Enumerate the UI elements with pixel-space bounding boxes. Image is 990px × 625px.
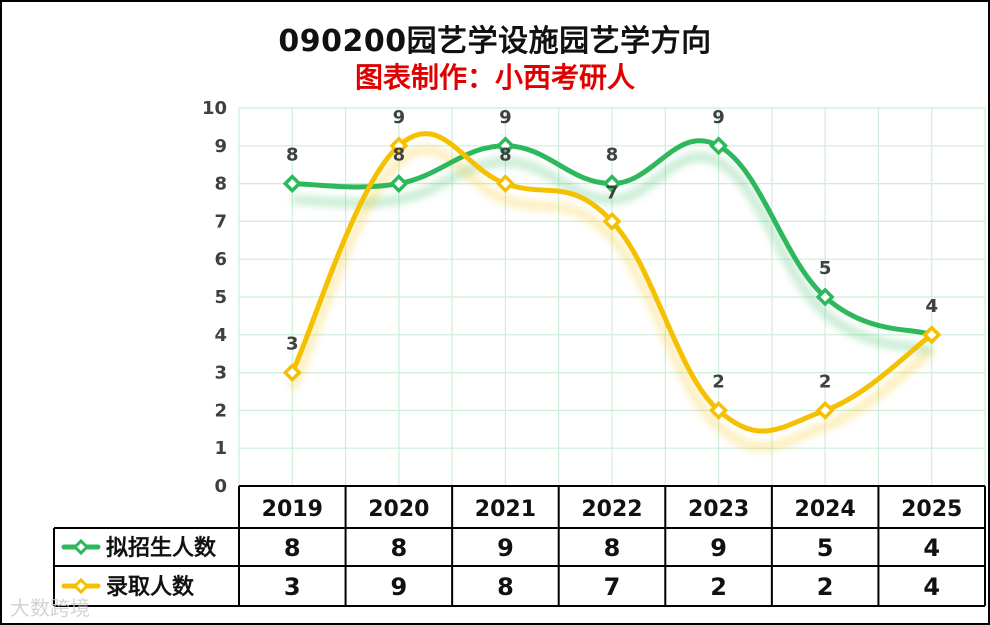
watermark: 大数跨境 <box>10 596 90 620</box>
y-tick-label: 8 <box>214 174 227 195</box>
chart-title: 090200园艺学设施园艺学方向 <box>278 24 712 59</box>
table-cell: 2 <box>817 573 834 601</box>
data-point <box>495 136 515 156</box>
table-cell: 4 <box>923 534 940 562</box>
table-cell: 8 <box>497 573 514 601</box>
chart-subtitle: 图表制作：小西考研人 <box>354 61 635 94</box>
data-point <box>495 174 515 194</box>
y-tick-label: 2 <box>214 400 227 421</box>
data-label: 8 <box>499 145 512 166</box>
data-point <box>282 174 302 194</box>
data-label: 4 <box>925 296 938 317</box>
y-tick-label: 3 <box>214 363 227 384</box>
y-tick-label: 1 <box>214 438 227 459</box>
table-cell: 9 <box>497 534 514 562</box>
data-point <box>389 136 409 156</box>
data-point <box>389 174 409 194</box>
y-tick-label: 7 <box>214 211 227 232</box>
y-axis: 0 1 2 3 4 5 6 7 8 9 10 <box>202 98 227 497</box>
series-markers <box>282 136 942 420</box>
table-cell: 2 <box>710 573 727 601</box>
data-point <box>602 174 622 194</box>
y-tick-label: 0 <box>214 476 227 497</box>
y-tick-label: 6 <box>214 249 227 270</box>
legend-marker-0 <box>72 538 90 556</box>
data-label: 9 <box>499 107 512 128</box>
data-point <box>815 287 835 307</box>
x-tick-label: 2020 <box>368 497 429 522</box>
x-tick-label: 2025 <box>901 497 962 522</box>
data-label: 3 <box>286 334 299 355</box>
data-point <box>815 400 835 420</box>
table-cell: 3 <box>284 573 301 601</box>
x-tick-label: 2021 <box>475 497 536 522</box>
data-label: 8 <box>393 145 406 166</box>
table-cell: 4 <box>923 573 940 601</box>
data-point <box>282 363 302 383</box>
data-label: 7 <box>606 182 619 203</box>
table-cell: 8 <box>284 534 301 562</box>
data-point <box>602 211 622 231</box>
legend-label-0: 拟招生人数 <box>106 535 217 561</box>
data-table: 2019 2020 2021 2022 2023 2024 2025 拟招生人数 8 8 9 8 9 5 4… <box>53 485 986 607</box>
legend-label-1: 录取人数 <box>106 574 195 600</box>
data-label: 8 <box>606 145 619 166</box>
series-shadows <box>288 145 935 452</box>
series-shadow-0 <box>292 152 934 356</box>
y-tick-label: 5 <box>214 287 227 308</box>
data-label: 2 <box>819 371 832 392</box>
data-label: 5 <box>819 258 832 279</box>
data-label: 8 <box>286 145 299 166</box>
data-point <box>709 400 729 420</box>
legend-marker-1 <box>72 577 90 595</box>
x-tick-label: 2024 <box>795 497 856 522</box>
table-cell: 9 <box>710 534 727 562</box>
table-cell: 8 <box>604 534 621 562</box>
y-tick-label: 10 <box>202 98 227 119</box>
x-tick-label: 2019 <box>262 497 323 522</box>
y-tick-label: 9 <box>214 136 227 157</box>
table-cell: 9 <box>391 573 408 601</box>
table-cell: 5 <box>817 534 834 562</box>
data-label: 9 <box>712 107 725 128</box>
data-label: 4 <box>925 296 938 317</box>
data-label: 9 <box>393 107 406 128</box>
data-point <box>922 325 942 345</box>
table-cell: 7 <box>604 573 621 601</box>
x-tick-label: 2023 <box>688 497 749 522</box>
table-cell: 8 <box>391 534 408 562</box>
series-shadow-1 <box>288 145 935 452</box>
y-tick-label: 4 <box>214 325 227 346</box>
x-tick-label: 2022 <box>581 497 642 522</box>
data-point <box>709 136 729 156</box>
data-label: 2 <box>712 371 725 392</box>
